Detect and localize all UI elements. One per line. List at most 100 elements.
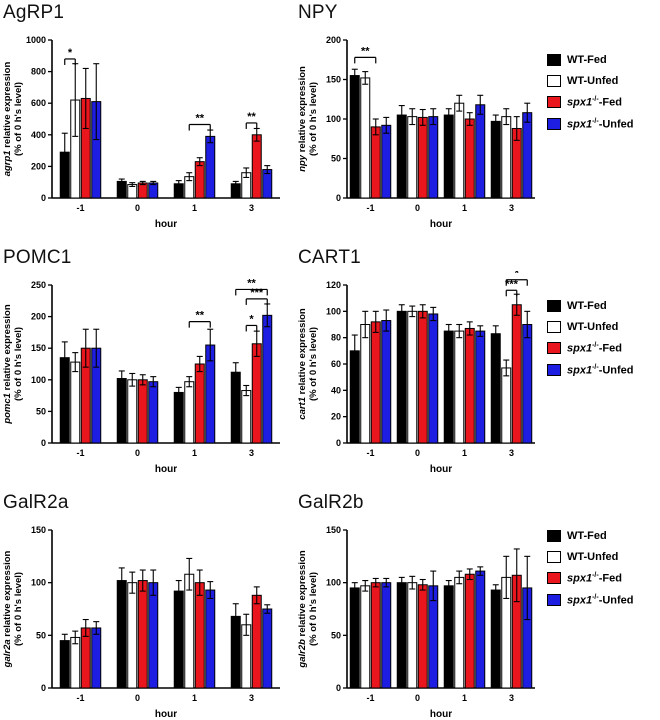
panel-pomc1: POMC1 0 50 100 150 200 250 -1 0 1 3 hour pomc1 rela… bbox=[0, 245, 288, 477]
legend-swatch bbox=[547, 117, 561, 130]
svg-text:800: 800 bbox=[31, 67, 46, 77]
svg-text:**: ** bbox=[247, 277, 256, 289]
svg-text:50: 50 bbox=[331, 154, 341, 164]
svg-text:50: 50 bbox=[331, 630, 341, 640]
svg-text:100: 100 bbox=[326, 114, 341, 124]
svg-text:-1: -1 bbox=[366, 203, 374, 213]
svg-text:150: 150 bbox=[31, 525, 46, 535]
legend-label: spx1-/--Unfed bbox=[567, 117, 634, 131]
legend-swatch bbox=[547, 530, 561, 542]
legend-label: WT-Fed bbox=[567, 300, 607, 312]
legend-label: spx1-/--Fed bbox=[567, 572, 622, 585]
svg-text:20: 20 bbox=[331, 412, 341, 422]
svg-text:hour: hour bbox=[430, 219, 452, 230]
svg-text:0: 0 bbox=[415, 448, 420, 458]
svg-text:hour: hour bbox=[430, 709, 452, 720]
svg-text:150: 150 bbox=[326, 75, 341, 85]
svg-text:150: 150 bbox=[326, 525, 341, 535]
svg-text:*: * bbox=[249, 313, 254, 325]
svg-text:1: 1 bbox=[192, 448, 197, 458]
chart-galr2b: 0 50 100 150 -1 0 1 3 hour galr2b relative expres… bbox=[297, 525, 535, 720]
legend-row2: WT-Fed WT-Unfed spx1-/--Fed spx1-/--Unfed bbox=[547, 300, 659, 385]
panel-title-cart1: CART1 bbox=[298, 247, 361, 268]
svg-text:1: 1 bbox=[462, 693, 467, 703]
legend-row1: WT-Fed WT-Unfed spx1-/--Fed spx1-/--Unfed bbox=[547, 54, 659, 139]
svg-text:0: 0 bbox=[135, 448, 140, 458]
svg-text:3: 3 bbox=[509, 693, 514, 703]
panel-cart1: CART1 0 20 40 60 80 100 120 -1 0 1 3 hour cart1 rela… bbox=[295, 245, 543, 477]
legend-label: WT-Unfed bbox=[567, 75, 619, 87]
svg-text:3: 3 bbox=[249, 693, 254, 703]
panel-galr2b: GalR2b 0 50 100 150 -1 0 1 3 hour galr2b relative… bbox=[295, 490, 543, 720]
svg-text:**: ** bbox=[361, 45, 370, 57]
svg-text:agrp1 relative expression: agrp1 relative expression bbox=[2, 62, 13, 177]
panel-agrp1: AgRP1 0 200 400 600 800 1000 -1 0 1 3 hour agrp1 re… bbox=[0, 0, 288, 232]
svg-text:250: 250 bbox=[31, 280, 46, 290]
legend-swatch bbox=[547, 300, 561, 312]
svg-text:cart1 relative expression: cart1 relative expression bbox=[297, 308, 308, 420]
svg-text:-1: -1 bbox=[76, 203, 84, 213]
svg-text:200: 200 bbox=[326, 35, 341, 45]
svg-text:100: 100 bbox=[31, 375, 46, 385]
svg-text:600: 600 bbox=[31, 98, 46, 108]
svg-text:(% of 0 h's level): (% of 0 h's level) bbox=[308, 82, 319, 156]
legend-item: WT-Fed bbox=[547, 54, 659, 66]
legend-label: WT-Unfed bbox=[567, 551, 619, 563]
chart-pomc1: 0 50 100 150 200 250 -1 0 1 3 hour pomc1 relative e… bbox=[2, 277, 280, 475]
svg-text:120: 120 bbox=[326, 280, 341, 290]
svg-text:0: 0 bbox=[336, 683, 341, 693]
svg-text:(% of 0 h's level): (% of 0 h's level) bbox=[308, 572, 319, 646]
svg-text:200: 200 bbox=[31, 161, 46, 171]
svg-text:(% of 0 h's level): (% of 0 h's level) bbox=[308, 327, 319, 401]
svg-text:1: 1 bbox=[192, 203, 197, 213]
svg-text:-1: -1 bbox=[366, 693, 374, 703]
legend-label: WT-Unfed bbox=[567, 321, 619, 333]
svg-text:*: * bbox=[515, 271, 520, 280]
legend-swatch bbox=[547, 342, 561, 355]
svg-text:galr2b relative expression: galr2b relative expression bbox=[297, 550, 308, 668]
svg-text:-1: -1 bbox=[76, 693, 84, 703]
svg-text:0: 0 bbox=[135, 203, 140, 213]
svg-text:150: 150 bbox=[31, 343, 46, 353]
legend-label: spx1-/--Fed bbox=[567, 96, 622, 109]
svg-text:**: ** bbox=[247, 111, 256, 123]
panel-title-agrp1: AgRP1 bbox=[3, 2, 65, 23]
panel-galr2a: GalR2a 0 50 100 150 -1 0 1 3 hour galr2a relative… bbox=[0, 490, 288, 720]
legend-label: spx1-/--Unfed bbox=[567, 363, 634, 377]
svg-text:60: 60 bbox=[331, 359, 341, 369]
svg-text:80: 80 bbox=[331, 333, 341, 343]
svg-text:50: 50 bbox=[36, 630, 46, 640]
svg-text:1: 1 bbox=[192, 693, 197, 703]
legend-item: spx1-/--Fed bbox=[547, 96, 659, 109]
svg-text:(% of 0 h's level): (% of 0 h's level) bbox=[13, 572, 24, 646]
panel-npy: NPY 0 50 100 150 200 -1 0 1 3 hour npy relative ex… bbox=[295, 0, 543, 232]
svg-text:3: 3 bbox=[249, 448, 254, 458]
panel-title-npy: NPY bbox=[298, 2, 338, 23]
legend-swatch bbox=[547, 572, 561, 585]
svg-text:galr2a relative expression: galr2a relative expression bbox=[2, 550, 13, 668]
svg-text:(% of 0 h's level): (% of 0 h's level) bbox=[13, 82, 24, 156]
legend-item: WT-Fed bbox=[547, 530, 659, 542]
svg-text:*: * bbox=[68, 47, 73, 59]
legend-label: spx1-/--Fed bbox=[567, 342, 622, 355]
legend-swatch bbox=[547, 321, 561, 333]
svg-text:0: 0 bbox=[135, 693, 140, 703]
svg-text:100: 100 bbox=[326, 578, 341, 588]
svg-text:0: 0 bbox=[336, 193, 341, 203]
svg-text:0: 0 bbox=[41, 683, 46, 693]
svg-text:0: 0 bbox=[336, 438, 341, 448]
svg-text:pomc1 relative expression: pomc1 relative expression bbox=[2, 304, 13, 425]
legend-swatch bbox=[547, 551, 561, 563]
legend-swatch bbox=[547, 54, 561, 66]
svg-text:1: 1 bbox=[462, 448, 467, 458]
svg-text:40: 40 bbox=[331, 385, 341, 395]
legend-row3: WT-Fed WT-Unfed spx1-/--Fed spx1-/--Unfed bbox=[547, 530, 659, 615]
panel-title-galr2b: GalR2b bbox=[298, 492, 364, 513]
chart-npy: 0 50 100 150 200 -1 0 1 3 hour npy relative expres… bbox=[297, 35, 535, 230]
legend-label: spx1-/--Unfed bbox=[567, 593, 634, 607]
svg-text:50: 50 bbox=[36, 406, 46, 416]
panel-title-pomc1: POMC1 bbox=[3, 247, 72, 268]
legend-label: WT-Fed bbox=[567, 54, 607, 66]
svg-text:hour: hour bbox=[430, 464, 452, 475]
